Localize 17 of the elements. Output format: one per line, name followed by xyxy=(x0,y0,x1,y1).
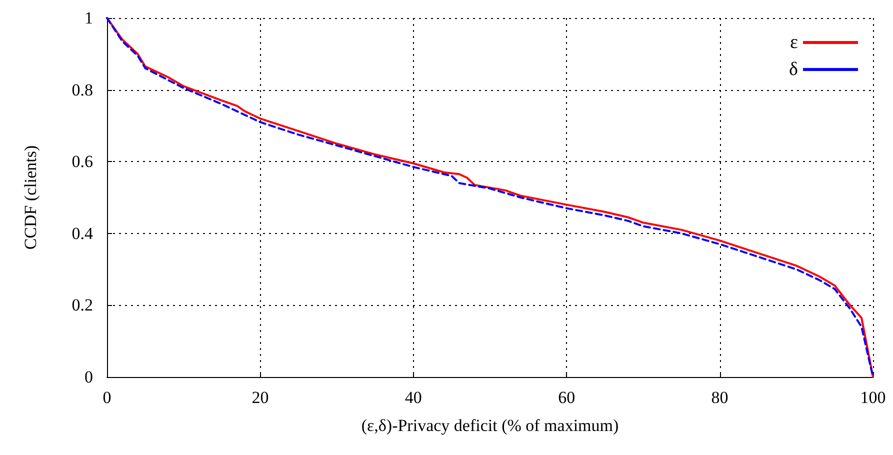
y-axis-title: CCDF (clients) xyxy=(21,145,40,250)
y-tick-label: 0.2 xyxy=(72,296,93,315)
x-tick-label: 80 xyxy=(711,388,728,407)
y-tick-label: 0 xyxy=(84,368,93,386)
legend-label: ε xyxy=(790,32,798,53)
x-tick-label: 20 xyxy=(252,388,269,407)
x-tick-label: 100 xyxy=(860,388,886,407)
y-tick-label: 0.8 xyxy=(72,80,93,100)
legend-label: δ xyxy=(789,59,798,80)
x-tick-label: 60 xyxy=(558,388,576,407)
line-series xyxy=(106,17,874,378)
y-tick-label: 0.6 xyxy=(72,152,93,172)
y-tick-label: 0.4 xyxy=(72,224,94,243)
y-tick-label: 1 xyxy=(84,8,93,28)
x-tick-label: 0 xyxy=(102,388,112,407)
x-tick-label: 40 xyxy=(404,388,422,407)
x-axis-title: (ε,δ)-Privacy deficit (% of maximum) xyxy=(361,416,619,435)
